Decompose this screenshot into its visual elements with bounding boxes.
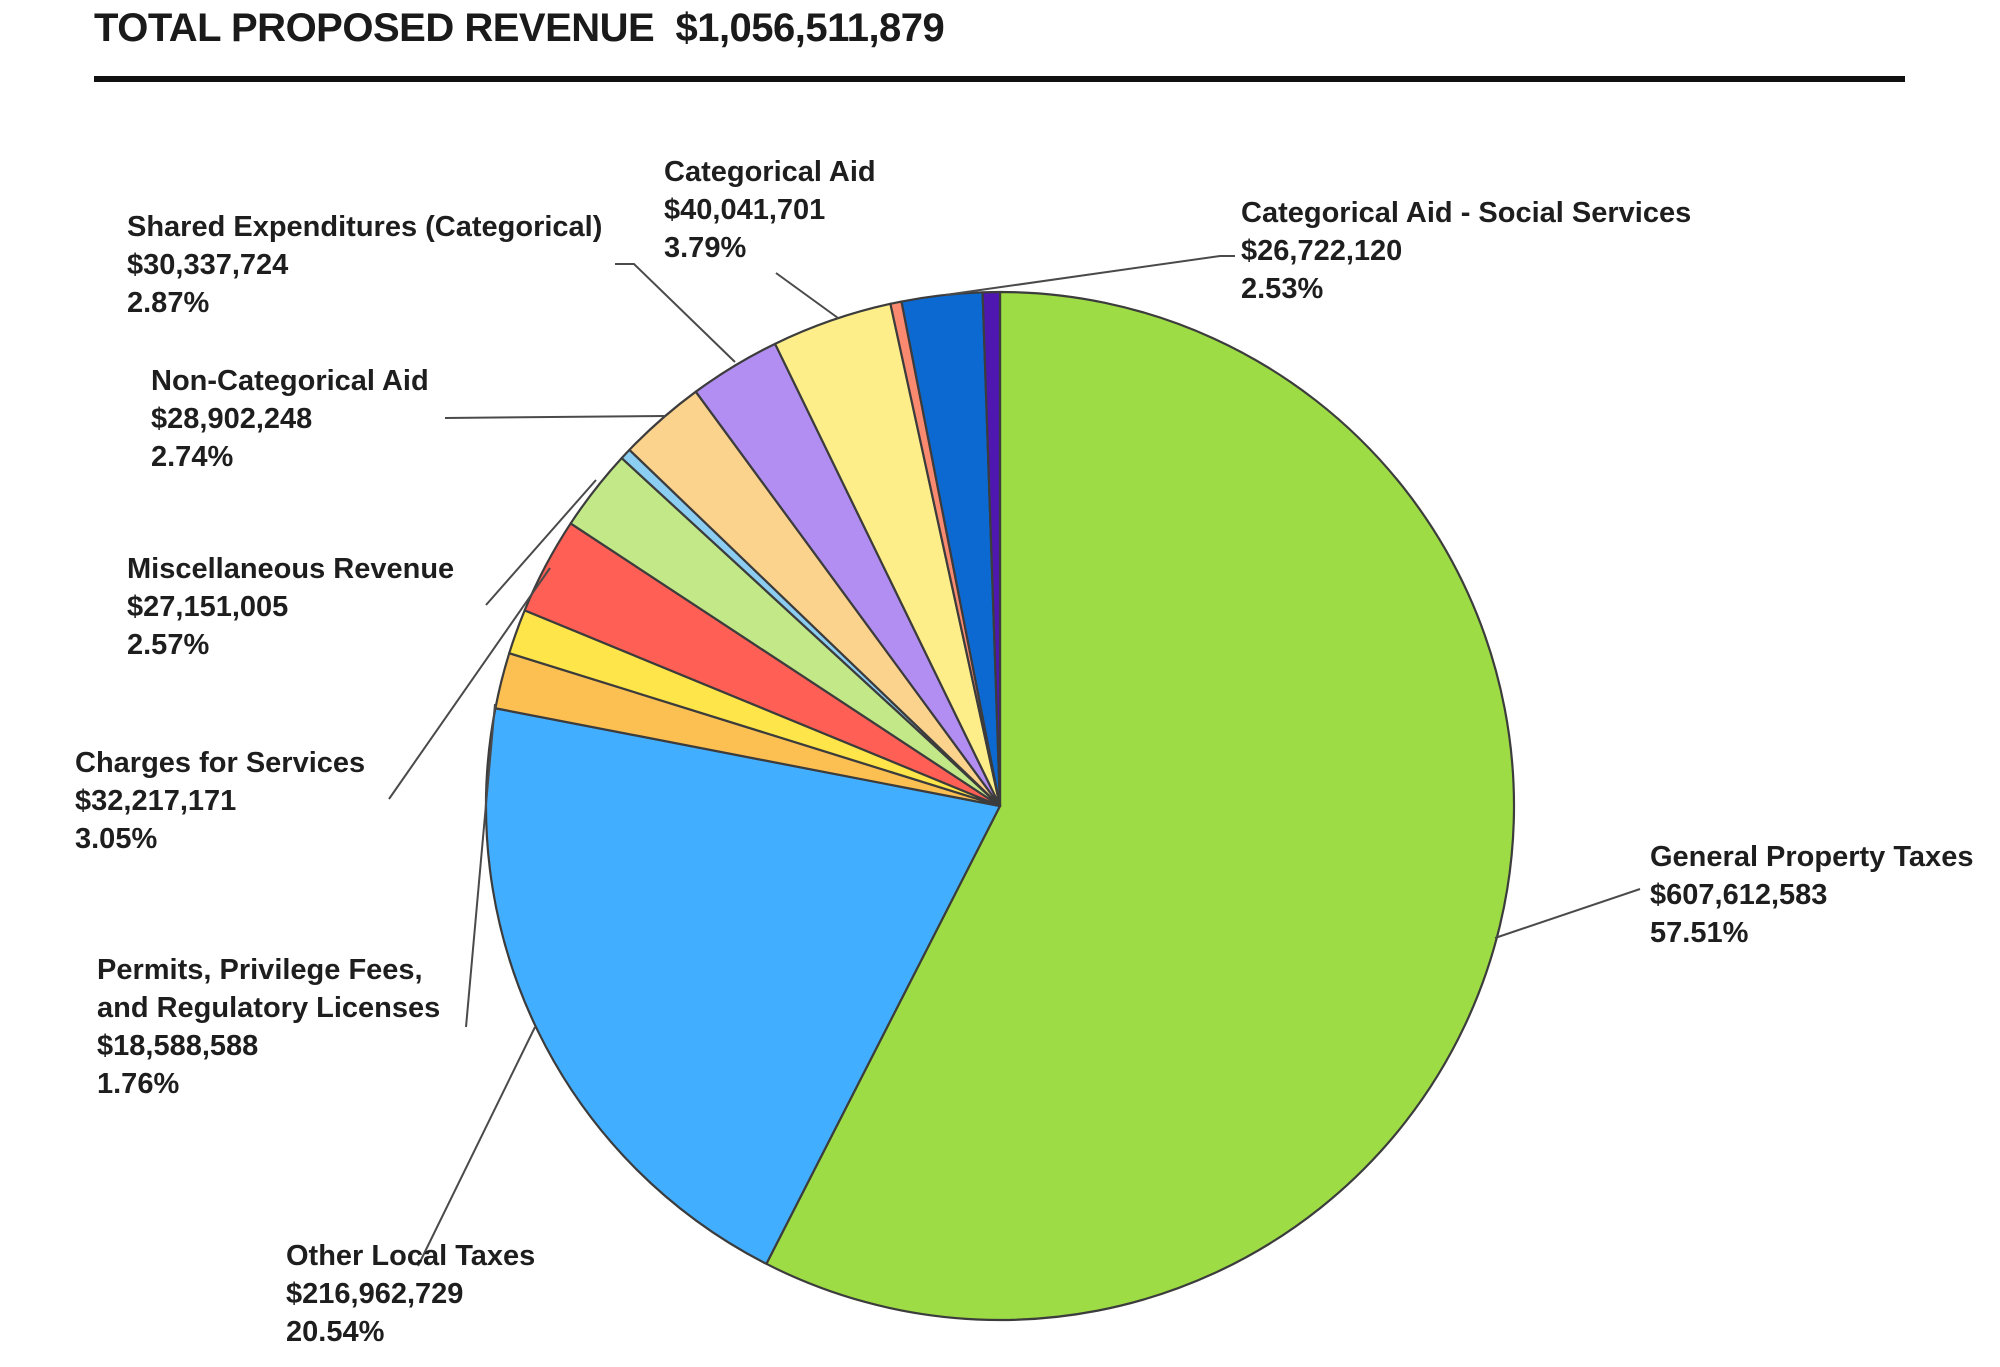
label-other-local-taxes: Other Local Taxes $216,962,729 20.54% bbox=[286, 1240, 535, 1348]
label-pct: 3.05% bbox=[75, 823, 157, 855]
pie-slices bbox=[484, 290, 1516, 1322]
label-name: Non-Categorical Aid bbox=[151, 365, 429, 397]
label-name: General Property Taxes bbox=[1650, 841, 1973, 873]
leader-categorical-aid bbox=[775, 272, 839, 319]
leader-charges-for-services bbox=[388, 567, 551, 800]
label-pct: 2.74% bbox=[151, 441, 233, 473]
label-pct: 3.79% bbox=[664, 232, 746, 264]
label-value: $26,722,120 bbox=[1241, 235, 1402, 267]
label-value: $28,902,248 bbox=[151, 403, 312, 435]
label-pct: 1.76% bbox=[97, 1068, 179, 1100]
slice-general-property-taxes bbox=[765, 290, 1516, 1322]
label-pct: 57.51% bbox=[1650, 917, 1749, 949]
label-categorical-aid: Categorical Aid $40,041,701 3.79% bbox=[664, 156, 876, 264]
label-value: $607,612,583 bbox=[1650, 879, 1827, 911]
label-name: Miscellaneous Revenue bbox=[127, 553, 454, 585]
label-value: $30,337,724 bbox=[127, 249, 288, 281]
leader-shared-expenditures-categorical bbox=[615, 263, 736, 363]
title-text: TOTAL PROPOSED REVENUE bbox=[94, 6, 655, 50]
label-name: Categorical Aid bbox=[664, 156, 876, 188]
leader-miscellaneous-revenue bbox=[485, 479, 597, 606]
label-categorical-aid-social-services: Categorical Aid - Social Services $26,722… bbox=[1241, 197, 1691, 305]
title-rule bbox=[94, 76, 1905, 82]
label-charges-for-services: Charges for Services $32,217,171 3.05% bbox=[75, 747, 365, 855]
label-permits-privilege-fees-and-regulatory-licenses: Permits, Privilege Fees, and Regulatory L… bbox=[97, 954, 440, 1100]
label-pct: 2.53% bbox=[1241, 273, 1323, 305]
leader-permits-privilege-fees-and-regulatory-licenses bbox=[465, 703, 496, 1028]
slice-unlabeled-slice-purple bbox=[981, 290, 1002, 808]
label-miscellaneous-revenue: Miscellaneous Revenue $27,151,005 2.57% bbox=[127, 553, 454, 661]
label-value: $216,962,729 bbox=[286, 1278, 463, 1310]
label-pct: 2.57% bbox=[127, 629, 209, 661]
title-total: $1,056,511,879 bbox=[675, 6, 945, 50]
leader-categorical-aid-social-services bbox=[944, 255, 1235, 296]
label-general-property-taxes: General Property Taxes $607,612,583 57.51% bbox=[1650, 841, 1973, 949]
leader-lines bbox=[388, 255, 1641, 1267]
label-value: $32,217,171 bbox=[75, 785, 236, 817]
label-value: $40,041,701 bbox=[664, 194, 825, 226]
label-name: Charges for Services bbox=[75, 747, 365, 779]
label-name: Shared Expenditures (Categorical) bbox=[127, 211, 602, 243]
label-value: $27,151,005 bbox=[127, 591, 288, 623]
label-name: Other Local Taxes bbox=[286, 1240, 535, 1272]
label-value: $18,588,588 bbox=[97, 1030, 258, 1062]
page-title: TOTAL PROPOSED REVENUE $1,056,511,879 bbox=[94, 6, 945, 51]
label-name: Permits, Privilege Fees, bbox=[97, 954, 423, 986]
label-pct: 2.87% bbox=[127, 287, 209, 319]
label-name: and Regulatory Licenses bbox=[97, 992, 440, 1024]
label-shared-expenditures-categorical: Shared Expenditures (Categorical) $30,337… bbox=[127, 211, 602, 319]
leader-other-local-taxes bbox=[417, 1026, 536, 1267]
leader-non-categorical-aid bbox=[444, 415, 666, 419]
label-pct: 20.54% bbox=[286, 1316, 385, 1348]
label-non-categorical-aid: Non-Categorical Aid $28,902,248 2.74% bbox=[151, 365, 429, 473]
slice-labels: General Property Taxes $607,612,583 57.51%… bbox=[75, 156, 1973, 1348]
leader-general-property-taxes bbox=[1494, 888, 1641, 939]
label-name: Categorical Aid - Social Services bbox=[1241, 197, 1691, 229]
